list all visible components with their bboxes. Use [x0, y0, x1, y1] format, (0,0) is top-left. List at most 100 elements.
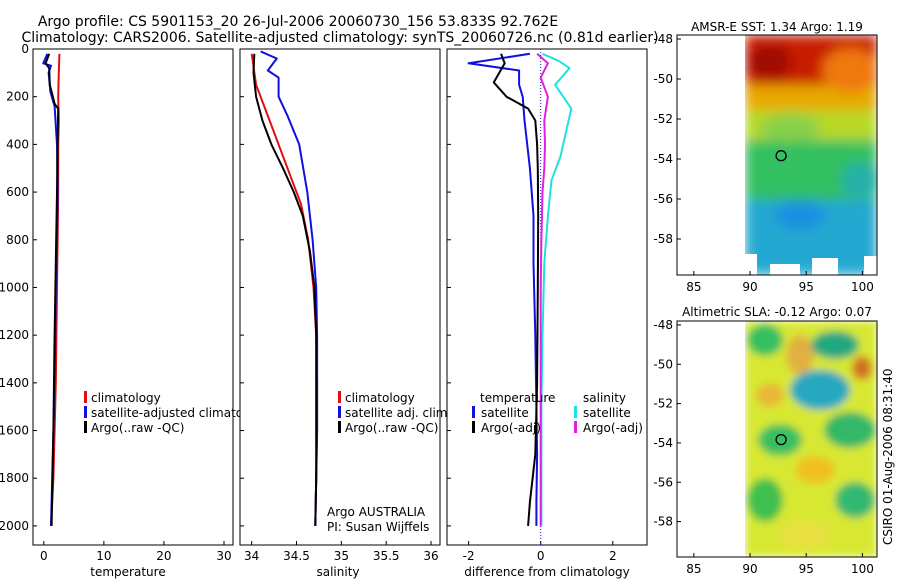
figure-title-line2: Climatology: CARS2006. Satellite-adjuste… [21, 30, 658, 46]
sla-map-title: Altimetric SLA: -0.12 Argo: 0.07 [682, 305, 872, 319]
map-y-tick-label: -50 [653, 72, 673, 86]
argo-float-marker [775, 433, 787, 446]
map-y-tick-label: -50 [653, 357, 673, 371]
legend-title-salinity: salinity [583, 391, 626, 405]
map-x-tick-label: 95 [799, 562, 814, 576]
map-y-tick-label: -52 [653, 397, 673, 411]
x-tick-label: 0 [537, 549, 545, 563]
legend-label-climatology: climatology [91, 391, 161, 405]
difference-plot-frame [446, 48, 648, 546]
temperature-ticks: 0 10 20 30 0 200 400 600 800 1000 1200 1400 1600 1800… [0, 42, 232, 563]
y-tick-label: 1800 [0, 471, 29, 485]
map-y-tick-label: -58 [653, 232, 673, 246]
side-timestamp-label: CSIRO 01-Aug-2006 08:31:40 [881, 369, 895, 545]
salinity-lines [250, 50, 319, 526]
x-tick-label: 0 [40, 549, 48, 563]
legend-label-climatology: climatology [345, 391, 415, 405]
map-x-tick-label: 90 [742, 562, 757, 576]
sst-map-frame [676, 34, 878, 276]
y-tick-label: 800 [6, 233, 29, 247]
map-x-tick-label: 85 [686, 562, 701, 576]
x-tick-label: 35.5 [373, 549, 400, 563]
x-tick-label: 35 [334, 549, 349, 563]
legend-label-temp-argo: Argo(-adj) [481, 421, 541, 435]
series-line-temperature-satellite [467, 52, 539, 526]
salinity-xlabel: salinity [316, 565, 359, 579]
series-line-temperature-argo-adj- [492, 53, 540, 526]
series-line-salinity-argo-adj- [536, 53, 549, 526]
difference-legend: temperature satellite Argo(-adj) salinit… [472, 391, 643, 435]
legend-swatch-climatology [84, 391, 87, 403]
y-tick-label: 0 [21, 42, 29, 56]
legend-label-sal-satellite: satellite [583, 406, 631, 420]
legend-title-temperature: temperature [480, 391, 555, 405]
legend-label-argo: Argo(..raw -QC) [345, 421, 438, 435]
legend-swatch-climatology [338, 391, 341, 403]
temperature-plot-frame [32, 48, 234, 546]
map-x-tick-label: 85 [686, 280, 701, 294]
difference-ticks: -2 0 2 [447, 48, 617, 563]
temperature-legend: climatology satellite-adjusted climatolo… [84, 391, 269, 435]
x-tick-label: 10 [96, 549, 111, 563]
legend-swatch-argo [84, 421, 87, 433]
map-x-tick-label: 100 [851, 562, 874, 576]
difference-panel: -2 0 2 difference from climatology tempera… [446, 48, 648, 579]
map-y-tick-label: -48 [653, 318, 673, 332]
legend-label-argo: Argo(..raw -QC) [91, 421, 184, 435]
pi-annotation: PI: Susan Wijffels [327, 520, 429, 534]
argo-program-annotation: Argo AUSTRALIA [327, 505, 426, 519]
legend-swatch-sal-satellite [574, 406, 577, 418]
x-tick-label: 34.5 [283, 549, 310, 563]
x-tick-label: 2 [609, 549, 617, 563]
map-x-tick-label: 90 [742, 280, 757, 294]
y-tick-label: 1400 [0, 376, 29, 390]
map-y-tick-label: -54 [653, 436, 673, 450]
map-x-tick-label: 100 [851, 280, 874, 294]
legend-swatch-argo [338, 421, 341, 433]
temperature-panel: 0 10 20 30 0 200 400 600 800 1000 1200 1400 1600 1800… [0, 42, 269, 579]
y-tick-label: 2000 [0, 519, 29, 533]
map-y-tick-label: -48 [653, 32, 673, 46]
series-line-argo-raw-qc- [252, 53, 318, 526]
figure-title-line1: Argo profile: CS 5901153_20 26-Jul-2006 … [38, 14, 558, 30]
sst-map-ticks: 85 90 95 100 -48 -50 -52 -54 -56 -58 [653, 32, 873, 294]
legend-swatch-satellite-adjusted [84, 406, 87, 418]
sst-map-title: AMSR-E SST: 1.34 Argo: 1.19 [691, 20, 863, 34]
legend-label-satellite-adjusted: satellite-adjusted climatology [91, 406, 269, 420]
series-line-argo-raw-qc- [44, 53, 60, 526]
temperature-xlabel: temperature [90, 565, 165, 579]
sla-map-ticks: 85 90 95 100 -48 -50 -52 -54 -56 -58 [653, 318, 873, 576]
salinity-panel: 34 34.5 35 35.5 36 salinity climatology sate… [239, 48, 451, 579]
sst-heatmap [677, 35, 877, 275]
salinity-ticks: 34 34.5 35 35.5 36 [240, 48, 439, 563]
map-y-tick-label: -54 [653, 152, 673, 166]
y-tick-label: 1600 [0, 424, 29, 438]
x-tick-label: 20 [156, 549, 171, 563]
difference-lines [467, 52, 573, 526]
argo-float-marker [775, 150, 787, 162]
map-y-tick-label: -52 [653, 112, 673, 126]
sla-map-frame [676, 320, 878, 558]
y-tick-label: 1200 [0, 328, 29, 342]
x-tick-label: 30 [216, 549, 231, 563]
legend-swatch-satellite-adj [338, 406, 341, 418]
map-x-tick-label: 95 [799, 280, 814, 294]
sla-map-panel: Altimetric SLA: -0.12 Argo: 0.07 85 90 9 [653, 305, 878, 576]
temperature-lines [42, 53, 61, 526]
salinity-legend: climatology satellite adj. clim. Argo(..… [338, 391, 451, 435]
x-tick-label: 34 [244, 549, 259, 563]
map-y-tick-label: -56 [653, 475, 673, 489]
x-tick-label: 36 [423, 549, 438, 563]
y-tick-label: 400 [6, 137, 29, 151]
legend-label-satellite-adj: satellite adj. clim. [345, 406, 451, 420]
difference-xlabel: difference from climatology [464, 565, 630, 579]
y-tick-label: 600 [6, 185, 29, 199]
y-tick-label: 1000 [0, 280, 29, 294]
sst-map-panel: AMSR-E SST: 1.34 Argo: 1.19 [653, 20, 878, 294]
y-tick-label: 200 [6, 90, 29, 104]
map-y-tick-label: -58 [653, 515, 673, 529]
legend-swatch-temp-satellite [472, 406, 475, 418]
legend-label-sal-argo: Argo(-adj) [583, 421, 643, 435]
sla-heatmap [677, 321, 877, 557]
